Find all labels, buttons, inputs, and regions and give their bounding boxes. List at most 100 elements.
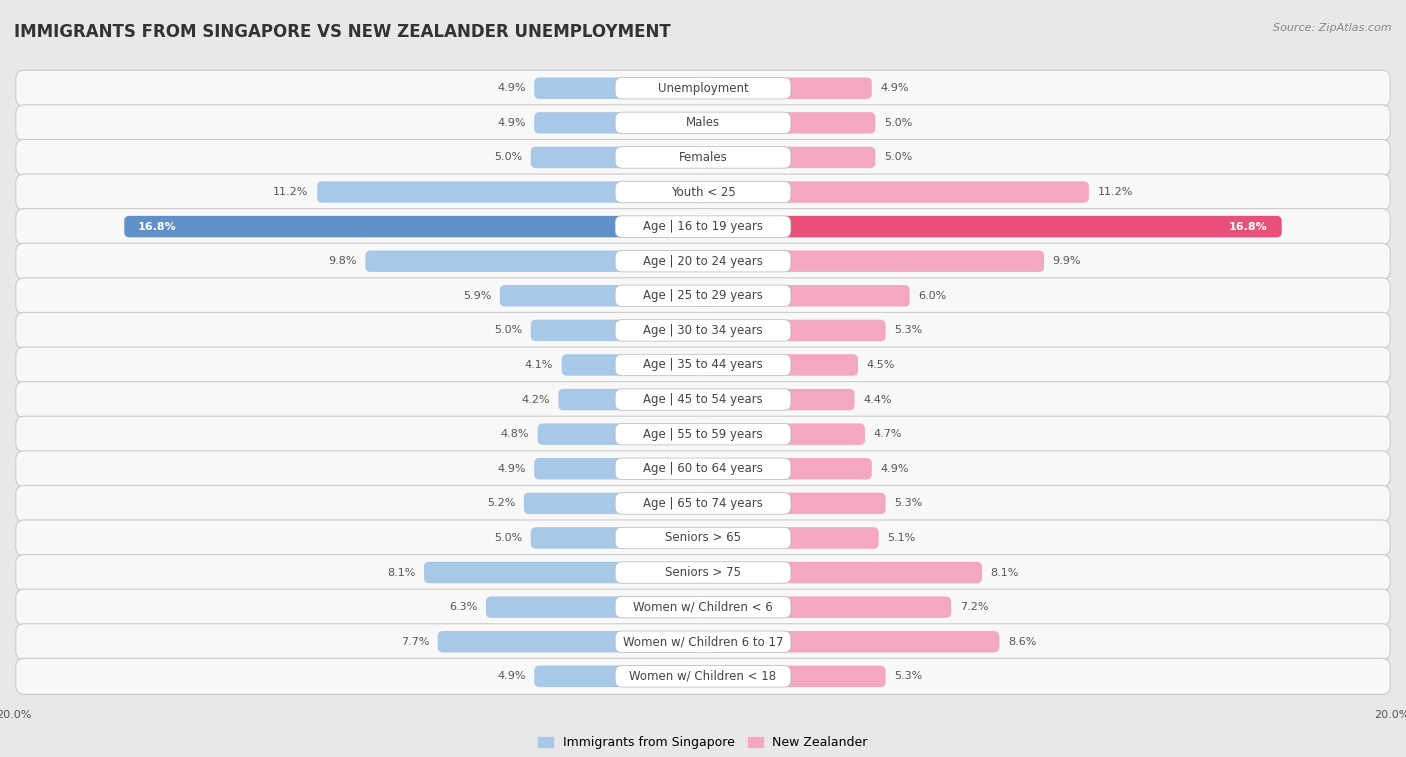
- Text: 6.3%: 6.3%: [449, 602, 478, 612]
- FancyBboxPatch shape: [15, 520, 1391, 556]
- Text: 7.2%: 7.2%: [960, 602, 988, 612]
- FancyBboxPatch shape: [616, 597, 790, 618]
- FancyBboxPatch shape: [366, 251, 703, 272]
- FancyBboxPatch shape: [703, 597, 950, 618]
- Text: 5.3%: 5.3%: [894, 498, 922, 509]
- Text: Age | 20 to 24 years: Age | 20 to 24 years: [643, 254, 763, 268]
- Text: Age | 30 to 34 years: Age | 30 to 34 years: [643, 324, 763, 337]
- FancyBboxPatch shape: [486, 597, 703, 618]
- FancyBboxPatch shape: [616, 665, 790, 687]
- Text: 5.2%: 5.2%: [486, 498, 515, 509]
- FancyBboxPatch shape: [703, 147, 875, 168]
- FancyBboxPatch shape: [616, 285, 790, 307]
- Text: 4.9%: 4.9%: [498, 118, 526, 128]
- Text: Source: ZipAtlas.com: Source: ZipAtlas.com: [1274, 23, 1392, 33]
- Text: Males: Males: [686, 117, 720, 129]
- FancyBboxPatch shape: [15, 382, 1391, 418]
- FancyBboxPatch shape: [616, 112, 790, 133]
- FancyBboxPatch shape: [15, 659, 1391, 694]
- Legend: Immigrants from Singapore, New Zealander: Immigrants from Singapore, New Zealander: [538, 737, 868, 749]
- FancyBboxPatch shape: [15, 209, 1391, 245]
- Text: 16.8%: 16.8%: [1229, 222, 1268, 232]
- FancyBboxPatch shape: [15, 416, 1391, 452]
- FancyBboxPatch shape: [703, 319, 886, 341]
- Text: 9.9%: 9.9%: [1053, 256, 1081, 266]
- Text: Age | 25 to 29 years: Age | 25 to 29 years: [643, 289, 763, 302]
- Text: Women w/ Children 6 to 17: Women w/ Children 6 to 17: [623, 635, 783, 648]
- FancyBboxPatch shape: [616, 147, 790, 168]
- FancyBboxPatch shape: [616, 354, 790, 375]
- FancyBboxPatch shape: [15, 70, 1391, 106]
- Text: 4.9%: 4.9%: [498, 671, 526, 681]
- Text: 4.9%: 4.9%: [498, 464, 526, 474]
- FancyBboxPatch shape: [616, 527, 790, 549]
- Text: 5.0%: 5.0%: [494, 326, 522, 335]
- Text: 8.1%: 8.1%: [991, 568, 1019, 578]
- FancyBboxPatch shape: [703, 216, 1282, 238]
- Text: 5.1%: 5.1%: [887, 533, 915, 543]
- Text: Seniors > 75: Seniors > 75: [665, 566, 741, 579]
- Text: Age | 65 to 74 years: Age | 65 to 74 years: [643, 497, 763, 510]
- FancyBboxPatch shape: [15, 555, 1391, 590]
- FancyBboxPatch shape: [616, 216, 790, 238]
- FancyBboxPatch shape: [437, 631, 703, 653]
- Text: Women w/ Children < 18: Women w/ Children < 18: [630, 670, 776, 683]
- Text: Age | 16 to 19 years: Age | 16 to 19 years: [643, 220, 763, 233]
- Text: 11.2%: 11.2%: [1098, 187, 1133, 197]
- Text: 5.0%: 5.0%: [494, 533, 522, 543]
- FancyBboxPatch shape: [703, 112, 875, 133]
- Text: Age | 35 to 44 years: Age | 35 to 44 years: [643, 359, 763, 372]
- FancyBboxPatch shape: [524, 493, 703, 514]
- FancyBboxPatch shape: [15, 104, 1391, 141]
- FancyBboxPatch shape: [15, 278, 1391, 314]
- FancyBboxPatch shape: [534, 77, 703, 99]
- Text: Youth < 25: Youth < 25: [671, 185, 735, 198]
- FancyBboxPatch shape: [15, 313, 1391, 348]
- Text: 4.8%: 4.8%: [501, 429, 529, 439]
- FancyBboxPatch shape: [616, 389, 790, 410]
- FancyBboxPatch shape: [425, 562, 703, 584]
- FancyBboxPatch shape: [703, 423, 865, 445]
- FancyBboxPatch shape: [703, 493, 886, 514]
- Text: 8.6%: 8.6%: [1008, 637, 1036, 646]
- FancyBboxPatch shape: [15, 347, 1391, 383]
- Text: 4.7%: 4.7%: [873, 429, 903, 439]
- FancyBboxPatch shape: [534, 458, 703, 479]
- FancyBboxPatch shape: [703, 354, 858, 375]
- Text: 5.3%: 5.3%: [894, 326, 922, 335]
- Text: 6.0%: 6.0%: [918, 291, 946, 301]
- FancyBboxPatch shape: [616, 251, 790, 272]
- Text: 9.8%: 9.8%: [329, 256, 357, 266]
- FancyBboxPatch shape: [15, 139, 1391, 176]
- FancyBboxPatch shape: [531, 527, 703, 549]
- FancyBboxPatch shape: [15, 243, 1391, 279]
- FancyBboxPatch shape: [15, 624, 1391, 660]
- FancyBboxPatch shape: [703, 665, 886, 687]
- FancyBboxPatch shape: [534, 112, 703, 133]
- FancyBboxPatch shape: [534, 665, 703, 687]
- Text: 4.9%: 4.9%: [498, 83, 526, 93]
- Text: 8.1%: 8.1%: [387, 568, 415, 578]
- Text: 5.3%: 5.3%: [894, 671, 922, 681]
- Text: 5.0%: 5.0%: [884, 152, 912, 163]
- Text: 5.0%: 5.0%: [494, 152, 522, 163]
- FancyBboxPatch shape: [616, 562, 790, 584]
- Text: Women w/ Children < 6: Women w/ Children < 6: [633, 600, 773, 614]
- FancyBboxPatch shape: [537, 423, 703, 445]
- FancyBboxPatch shape: [15, 589, 1391, 625]
- Text: IMMIGRANTS FROM SINGAPORE VS NEW ZEALANDER UNEMPLOYMENT: IMMIGRANTS FROM SINGAPORE VS NEW ZEALAND…: [14, 23, 671, 41]
- FancyBboxPatch shape: [703, 181, 1088, 203]
- FancyBboxPatch shape: [616, 423, 790, 445]
- Text: 4.5%: 4.5%: [866, 360, 896, 370]
- Text: 7.7%: 7.7%: [401, 637, 429, 646]
- Text: Age | 45 to 54 years: Age | 45 to 54 years: [643, 393, 763, 406]
- FancyBboxPatch shape: [703, 251, 1045, 272]
- Text: 4.2%: 4.2%: [522, 394, 550, 404]
- FancyBboxPatch shape: [703, 562, 981, 584]
- FancyBboxPatch shape: [15, 174, 1391, 210]
- FancyBboxPatch shape: [616, 181, 790, 203]
- Text: 5.0%: 5.0%: [884, 118, 912, 128]
- FancyBboxPatch shape: [616, 319, 790, 341]
- FancyBboxPatch shape: [616, 631, 790, 653]
- Text: 4.4%: 4.4%: [863, 394, 891, 404]
